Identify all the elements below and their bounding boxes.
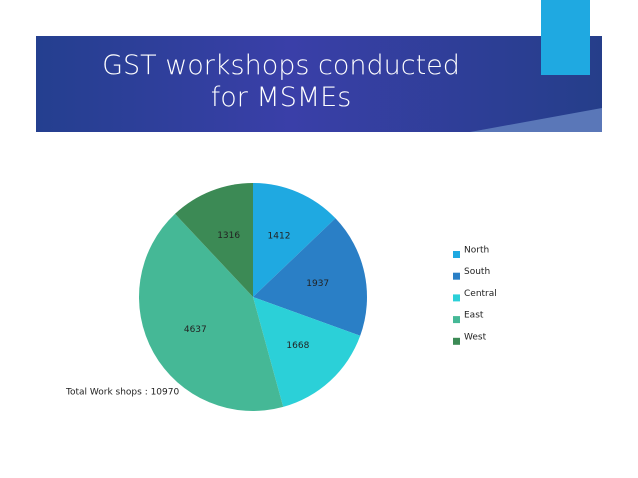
data-label: 1937 [306,279,329,289]
legend-swatch [453,294,460,302]
legend-swatch [453,272,460,280]
pie-slice [253,183,336,297]
legend-label: East [464,311,484,321]
legend-swatch [453,337,460,345]
header-band [36,36,602,132]
chart-title: GST workshops conducted for MSMEs [102,50,460,113]
header-accent [470,108,602,132]
data-label: 1412 [268,232,291,242]
data-label: 1668 [286,341,309,351]
pie-slice [253,218,367,336]
legend-label: South [464,267,490,277]
corner-block [541,0,590,75]
annotation: Total Work shops : 10970 [65,388,179,398]
legend-swatch [453,251,460,258]
pie-slice [174,183,253,297]
legend-label: West [464,332,487,342]
legend-swatch [453,316,460,324]
pie-slice [253,297,361,407]
legend-label: North [464,246,489,256]
legend-label: Central [464,289,497,299]
data-label: 1316 [217,231,240,241]
data-label: 4637 [184,325,207,335]
pie-slice [139,213,284,411]
